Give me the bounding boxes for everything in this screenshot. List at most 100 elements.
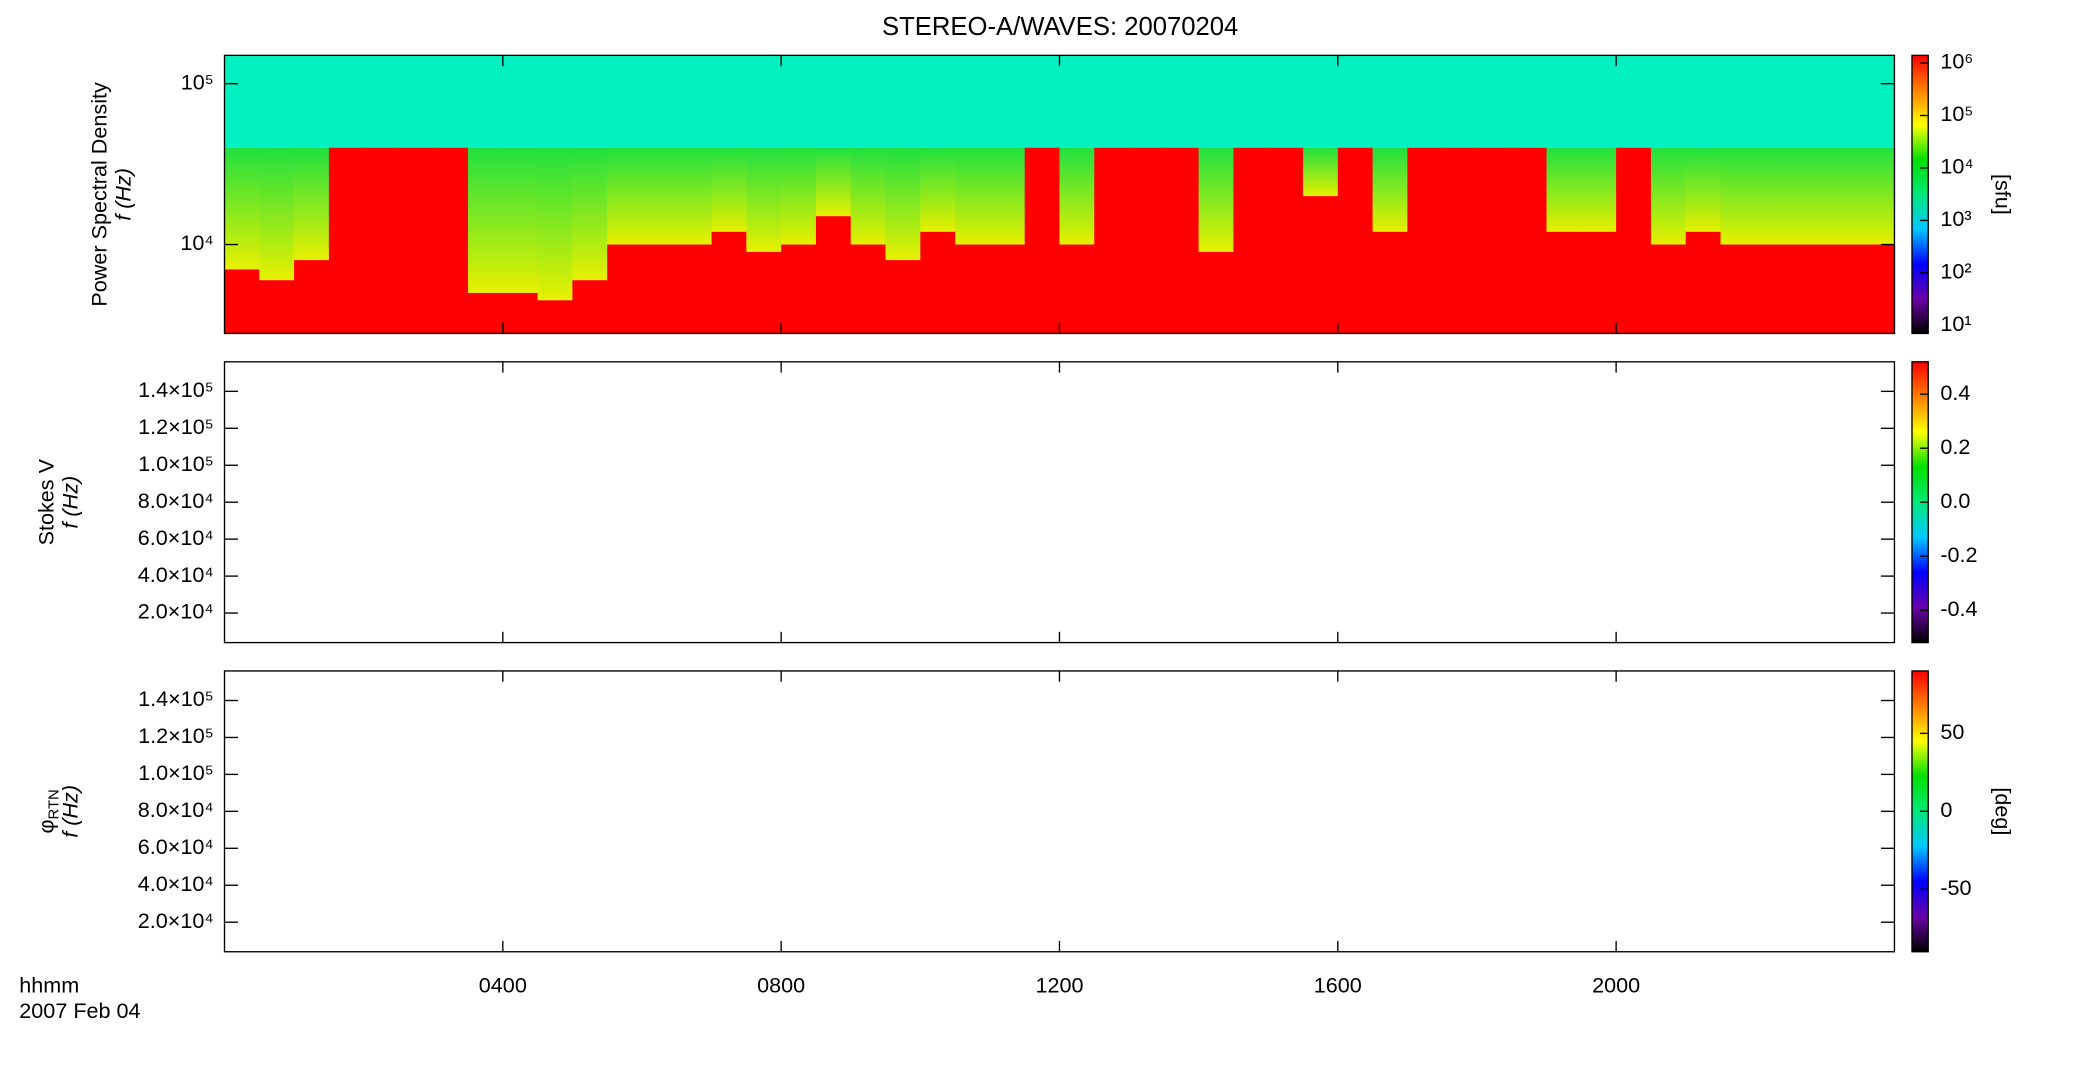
emission-column xyxy=(676,244,713,334)
y-axis-unit: f (Hz) xyxy=(110,168,135,221)
emission-fringe xyxy=(502,147,539,293)
emission-column xyxy=(1511,147,1548,334)
x-tick-label: 0800 xyxy=(757,973,805,998)
emission-fringe xyxy=(572,147,608,281)
emission-column xyxy=(711,231,748,334)
colorbar-tick-label: -0.2 xyxy=(1940,542,1977,567)
emission-fringe xyxy=(294,147,330,261)
colorbar-tick-label: 10² xyxy=(1940,259,1971,284)
emission-fringe xyxy=(1546,147,1583,232)
y-axis-unit: f (Hz) xyxy=(58,476,83,529)
x-tick-label: 1600 xyxy=(1314,973,1362,998)
emission-fringe xyxy=(1790,147,1826,245)
emission-fringe xyxy=(711,147,748,232)
y-tick-label: 1.2×10⁵ xyxy=(138,414,214,439)
colorbar-tick-label: 10⁵ xyxy=(1940,101,1973,126)
emission-fringe xyxy=(1720,147,1756,245)
emission-column xyxy=(1650,244,1687,334)
emission-column xyxy=(1163,147,1200,334)
emission-fringe xyxy=(607,147,643,245)
emission-column xyxy=(259,280,295,334)
emission-column xyxy=(1720,244,1756,334)
emission-fringe xyxy=(1824,147,1861,245)
emission-column xyxy=(1790,244,1826,334)
emission-column xyxy=(572,280,608,334)
x-tick-label: 0400 xyxy=(479,973,527,998)
y-tick-label: 1.4×10⁵ xyxy=(138,377,214,402)
colorbar-tick-label: 0.4 xyxy=(1940,380,1970,405)
y-tick-label: 1.0×10⁵ xyxy=(138,451,214,476)
colorbar-tick-label: 50 xyxy=(1940,719,1964,744)
background-band xyxy=(224,55,1895,148)
emission-column xyxy=(1268,147,1304,334)
x-tick-label: 1200 xyxy=(1035,973,1083,998)
emission-fringe xyxy=(781,147,817,245)
emission-column xyxy=(1233,147,1269,334)
y-axis-label-sub: RTN xyxy=(46,789,62,819)
y-tick-label: 6.0×10⁴ xyxy=(138,834,214,859)
emission-column xyxy=(1198,251,1235,334)
emission-column xyxy=(920,231,956,334)
emission-fringe xyxy=(1303,147,1339,197)
emission-column xyxy=(1059,244,1095,334)
colorbar-tick-label: 10¹ xyxy=(1940,311,1971,336)
colorbar-tick-label: 0.0 xyxy=(1940,488,1970,513)
emission-column xyxy=(781,244,817,334)
date-label: 2007 Feb 04 xyxy=(19,998,140,1023)
emission-column xyxy=(1372,231,1409,334)
y-tick-label: 10⁵ xyxy=(181,69,214,94)
emission-column xyxy=(224,269,260,334)
colorbar-tick-label: -50 xyxy=(1940,875,1971,900)
emission-fringe xyxy=(746,147,782,252)
y-axis-label-main: φ xyxy=(33,819,58,833)
emission-fringe xyxy=(1372,147,1409,232)
y-tick-label: 1.0×10⁵ xyxy=(138,760,214,785)
y-tick-label: 1.2×10⁵ xyxy=(138,723,214,748)
emission-column xyxy=(502,292,539,334)
x-axis-label: hhmm xyxy=(19,973,79,998)
emission-fringe xyxy=(676,147,713,245)
emission-fringe xyxy=(1685,147,1722,232)
y-tick-label: 8.0×10⁴ xyxy=(138,488,214,513)
emission-column xyxy=(433,147,469,334)
colorbar-label: [sfu] xyxy=(1990,174,2015,215)
emission-column xyxy=(398,147,434,334)
emission-column xyxy=(328,147,365,334)
emission-column xyxy=(1407,147,1443,334)
y-tick-label: 1.4×10⁵ xyxy=(138,686,214,711)
y-tick-label: 8.0×10⁴ xyxy=(138,797,214,822)
emission-column xyxy=(1442,147,1478,334)
emission-fringe xyxy=(885,147,921,261)
y-axis-label: Power Spectral Density xyxy=(86,82,111,307)
x-tick-label: 2000 xyxy=(1592,973,1640,998)
colorbar-tick-label: -0.4 xyxy=(1940,596,1977,621)
y-tick-label: 10⁴ xyxy=(180,230,213,255)
emission-fringe xyxy=(537,147,574,301)
colorbar-label: [deg] xyxy=(1990,787,2015,835)
y-tick-label: 4.0×10⁴ xyxy=(138,562,214,587)
emission-column xyxy=(1024,147,1061,334)
emission-fringe xyxy=(1859,147,1896,245)
emission-fringe xyxy=(1650,147,1687,245)
emission-fringe xyxy=(955,147,991,245)
emission-fringe xyxy=(989,147,1026,245)
y-tick-label: 6.0×10⁴ xyxy=(138,525,214,550)
emission-column xyxy=(1094,147,1130,334)
emission-fringe xyxy=(850,147,887,245)
emission-column xyxy=(537,300,574,334)
emission-column xyxy=(1337,147,1374,334)
emission-fringe xyxy=(1755,147,1791,245)
emission-column xyxy=(1581,231,1617,334)
colorbar-tick-label: 10⁴ xyxy=(1940,154,1973,179)
colorbar-tick-label: 10³ xyxy=(1940,206,1971,231)
emission-column xyxy=(746,251,782,334)
y-axis-label-main: Power Spectral Density xyxy=(86,82,111,307)
colorbar xyxy=(1911,54,1929,335)
emission-fringe xyxy=(1059,147,1095,245)
emission-fringe xyxy=(468,147,504,293)
emission-column xyxy=(1685,231,1722,334)
y-tick-label: 2.0×10⁴ xyxy=(138,908,214,933)
emission-column xyxy=(1546,231,1583,334)
emission-column xyxy=(885,260,921,334)
